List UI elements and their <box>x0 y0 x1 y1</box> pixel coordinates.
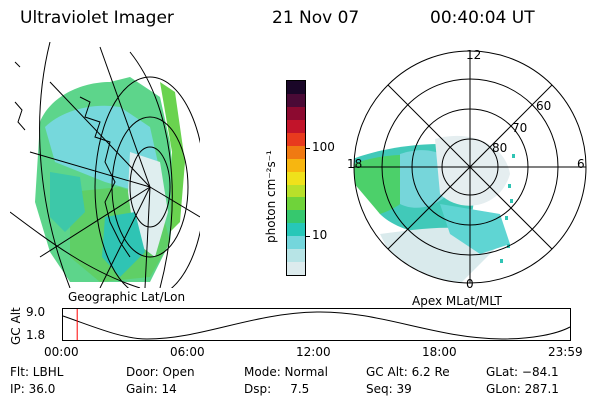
colorbar-swatch <box>287 236 305 250</box>
orbit-altitude-curve <box>62 311 571 340</box>
timeline-y-tick-min: 1.8 <box>26 328 46 342</box>
polar-image <box>353 50 587 284</box>
colorbar-tick-mark-100 <box>306 148 310 149</box>
colorbar-swatch <box>287 184 305 198</box>
mlat-label-80: 80 <box>492 141 508 155</box>
colorbar-swatch <box>287 132 305 146</box>
colorbar-swatch <box>287 106 305 120</box>
status-door: Door: Open <box>126 365 195 379</box>
timeline-x-tick-2359: 23:59 <box>548 345 583 359</box>
colorbar-unit-label: photon cm⁻²s⁻¹ <box>264 150 278 243</box>
colorbar-swatch <box>287 158 305 172</box>
geographic-image <box>10 42 200 288</box>
polar-caption: Apex MLat/MLT <box>412 294 502 308</box>
mlat-label-70: 70 <box>512 121 528 135</box>
mlt-label-12: 12 <box>466 48 482 62</box>
colorbar-tick-10: 10 <box>312 228 328 242</box>
timeline-frame <box>62 308 571 341</box>
timeline-y-label-svg: GC Alt <box>9 307 23 345</box>
mlt-label-0: 0 <box>466 277 474 291</box>
colorbar-swatch <box>287 93 305 107</box>
colorbar-swatch <box>287 197 305 211</box>
mlt-label-6: 6 <box>577 157 585 171</box>
colorbar-swatch <box>287 171 305 185</box>
mlat-label-60: 60 <box>536 99 552 113</box>
timeline-y-tick-max: 9.0 <box>26 305 46 319</box>
status-glat: GLat: −84.1 <box>486 365 559 379</box>
timeline-y-label: GC Alt <box>9 307 23 345</box>
observation-date: 21 Nov 07 <box>272 8 360 28</box>
colorbar-swatch <box>287 210 305 224</box>
colorbar-tick-mark-10 <box>306 236 310 237</box>
status-gain: Gain: 14 <box>126 382 177 396</box>
timeline-x-tick-0600: 06:00 <box>170 345 205 359</box>
status-ip: IP: 36.0 <box>10 382 56 396</box>
mlt-label-18: 18 <box>347 157 363 171</box>
colorbar-swatch <box>287 81 305 94</box>
timeline-x-tick-1200: 12:00 <box>296 345 331 359</box>
colorbar-unit-label-svg: photon cm⁻²s⁻¹ <box>264 150 278 243</box>
colorbar-swatch <box>287 223 305 237</box>
colorbar-swatch <box>287 119 305 133</box>
status-glon: GLon: 287.1 <box>486 382 559 396</box>
timeline-x-tick-0000: 00:00 <box>44 345 79 359</box>
colorbar <box>286 80 306 276</box>
colorbar-swatch <box>287 145 305 159</box>
geographic-caption: Geographic Lat/Lon <box>68 290 186 304</box>
timeline-plot <box>62 308 571 341</box>
instrument-title: Ultraviolet Imager <box>20 8 174 28</box>
colorbar-swatch <box>287 262 305 276</box>
status-flt: Flt: LBHL <box>10 365 64 379</box>
status-dsp: Dsp: 7.5 <box>244 382 310 396</box>
timeline-x-tick-1800: 18:00 <box>422 345 457 359</box>
status-seq: Seq: 39 <box>366 382 412 396</box>
status-mode: Mode: Normal <box>244 365 328 379</box>
colorbar-swatch <box>287 249 305 263</box>
colorbar-tick-100: 100 <box>312 140 335 154</box>
status-gc-alt: GC Alt: 6.2 Re <box>366 365 450 379</box>
observation-time: 00:40:04 UT <box>430 8 535 28</box>
